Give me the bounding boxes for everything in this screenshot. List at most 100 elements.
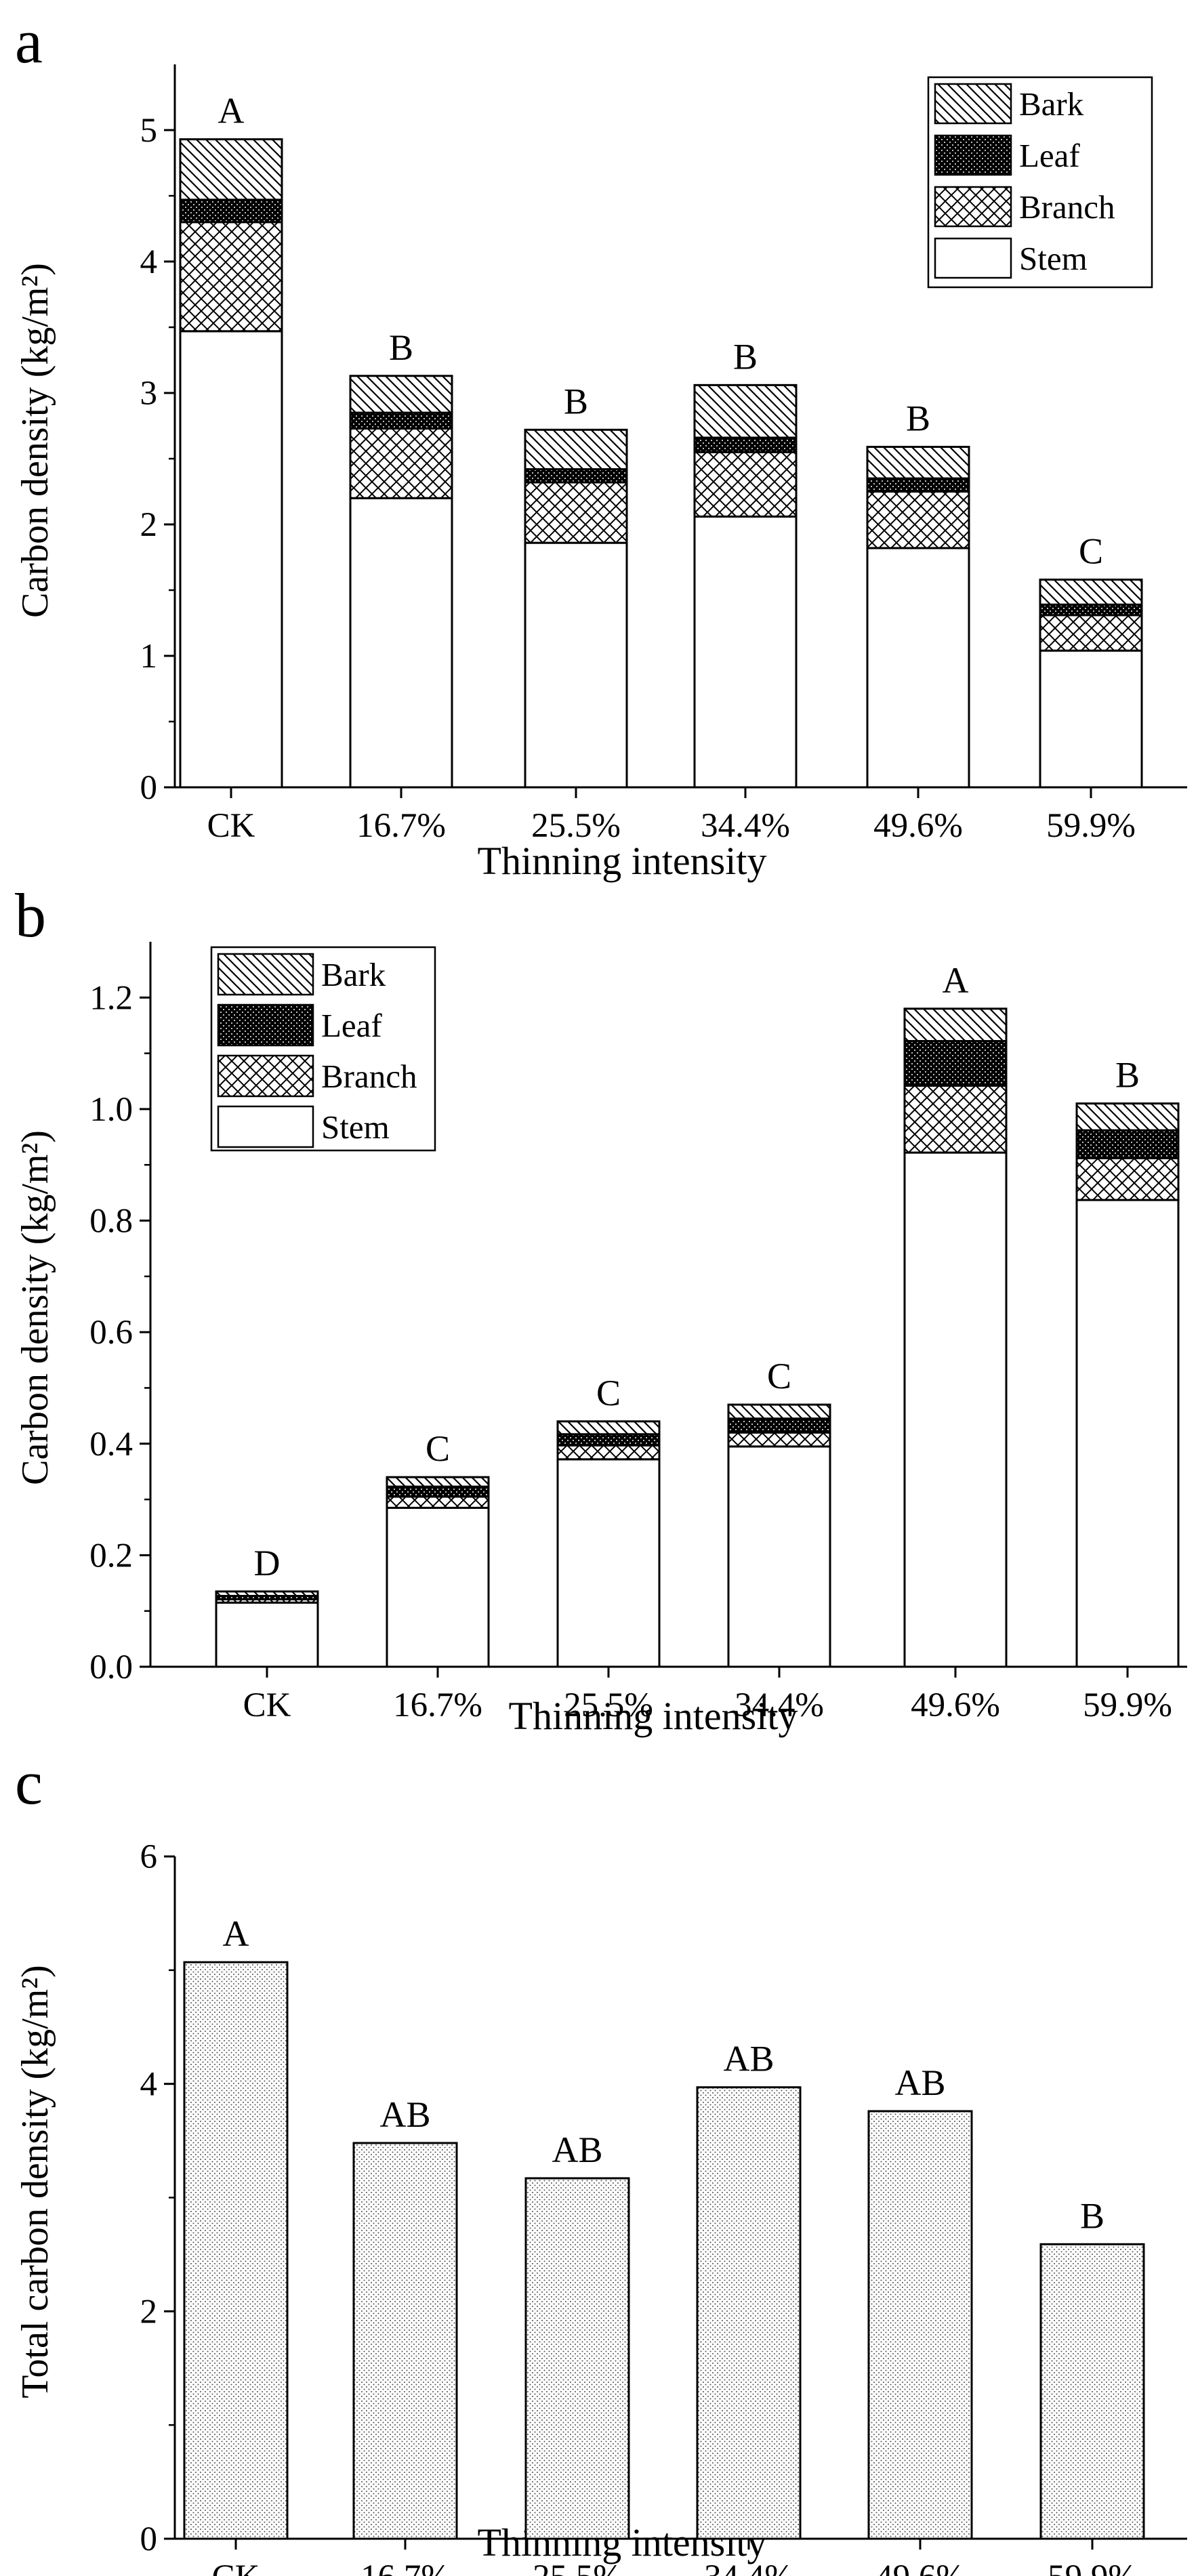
bar-34-4pct-branch <box>727 1431 831 1448</box>
bar-59-9pct-stem <box>1075 1199 1180 1668</box>
bar-ck-leaf <box>179 199 283 224</box>
significance-letter: AB <box>894 2062 945 2103</box>
significance-letter: A <box>223 1913 249 1954</box>
panel-b: b Carbon density (kg/m²) Thinning intens… <box>14 881 1187 1738</box>
x-tick-label: 25.5% <box>533 2558 622 2576</box>
y-tick-label: 1.2 <box>89 979 133 1017</box>
bar-16-7pct-bark <box>349 375 453 414</box>
bar-ck-branch <box>179 221 283 333</box>
x-tick-label: 34.4% <box>701 807 790 845</box>
legend-swatch-bark <box>217 953 314 996</box>
legend: Bark Leaf Branch Stem <box>210 946 436 1152</box>
bar-25-5pct-bark <box>556 1420 661 1436</box>
x-tick-label: 16.7% <box>360 2558 450 2576</box>
y-tick-label: 2 <box>140 506 158 544</box>
bar-49-6pct-bark <box>903 1007 1008 1043</box>
x-tick-label: 59.9% <box>1083 1686 1172 1724</box>
bar-16-7pct-leaf <box>386 1485 490 1498</box>
bar-16-7pct-leaf <box>349 411 453 430</box>
bar-25-5pct-leaf <box>524 468 628 484</box>
significance-letter: C <box>596 1373 621 1413</box>
bar-16-7pct-stem <box>349 497 453 789</box>
legend-label-bark: Bark <box>321 956 386 993</box>
y-tick-label: 3 <box>140 375 158 413</box>
bar-ck-stem <box>215 1601 319 1668</box>
bar-49-6pct-stem <box>903 1151 1008 1668</box>
bar-34-4pct-leaf <box>693 436 798 453</box>
significance-letter: AB <box>379 2094 430 2135</box>
legend-label-branch: Branch <box>1019 188 1115 226</box>
x-tick-label: 49.6% <box>873 807 963 845</box>
significance-letter: D <box>254 1543 281 1583</box>
significance-letter: B <box>564 381 588 421</box>
significance-letter: B <box>906 398 930 439</box>
bars <box>215 1007 1180 1668</box>
significance-letter: AB <box>723 2039 774 2079</box>
bar-49-6pct-leaf <box>903 1040 1008 1087</box>
bar-49-6pct-stem <box>866 547 970 789</box>
bar-ck-stem <box>179 330 283 789</box>
legend-swatch-branch <box>217 1054 314 1098</box>
bar-16-7pct-bark <box>386 1476 490 1488</box>
axes <box>173 64 1187 789</box>
bar-25-5pct-bark <box>524 428 628 471</box>
legend-swatch-branch <box>934 186 1012 228</box>
bar-34-4pct-bark <box>727 1403 831 1420</box>
bar-49-6pct-bark <box>866 446 970 480</box>
bar-25-5pct-stem <box>524 541 628 789</box>
bar-25-5pct-stem <box>556 1458 661 1668</box>
x-tick-label: 34.4% <box>735 1686 824 1724</box>
bar-25-5pct-total <box>524 2177 630 2540</box>
bar-59-9pct-bark <box>1039 578 1143 606</box>
y-tick-label: 1.0 <box>89 1091 133 1129</box>
bar-49-6pct-branch <box>866 491 970 549</box>
bar-25-5pct-branch <box>556 1444 661 1461</box>
bar-16-7pct-branch <box>349 427 453 499</box>
significance-letter: AB <box>552 2130 602 2170</box>
legend: Bark Leaf Branch Stem <box>927 76 1153 289</box>
x-tick-label: 59.9% <box>1046 807 1136 845</box>
y-tick-label: 0.0 <box>89 1648 133 1686</box>
bar-34-4pct-branch <box>693 451 798 518</box>
panel-c: c Total carbon density (kg/m²) Thinning … <box>14 1748 1187 2576</box>
significance-letter: B <box>733 336 758 377</box>
x-axis-label: Thinning intensity <box>478 839 767 883</box>
significance-letter: B <box>1115 1055 1140 1096</box>
significance-letter: B <box>1080 2195 1104 2236</box>
bar-59-9pct-leaf <box>1039 603 1143 617</box>
y-tick-label: 4 <box>140 2066 158 2104</box>
y-tick-label: 0.6 <box>89 1314 133 1352</box>
bars <box>179 138 1143 789</box>
x-tick-label: 49.6% <box>875 2558 965 2576</box>
bar-34-4pct-stem <box>693 515 798 789</box>
legend-label-bark: Bark <box>1019 85 1084 123</box>
y-tick-label: 4 <box>140 243 158 281</box>
bar-16-7pct-stem <box>386 1506 490 1668</box>
bar-25-5pct-branch <box>524 481 628 544</box>
legend-label-leaf: Leaf <box>1019 137 1080 174</box>
bar-25-5pct-leaf <box>556 1433 661 1447</box>
panel-letter-c: c <box>15 1748 43 1817</box>
panel-letter-b: b <box>15 881 46 950</box>
axes <box>149 942 1187 1668</box>
y-tick-label: 0 <box>140 769 158 807</box>
bar-49-6pct-total <box>867 2110 973 2540</box>
bar-ck-bark <box>215 1590 319 1597</box>
significance-letter: B <box>389 327 413 368</box>
legend-label-branch: Branch <box>321 1058 417 1095</box>
y-tick-label: 0 <box>140 2520 158 2558</box>
panel-a: a Carbon density (kg/m²) Thinning intens… <box>14 7 1187 883</box>
bar-59-9pct-bark <box>1075 1102 1180 1131</box>
x-tick-label: 16.7% <box>393 1686 482 1724</box>
ticks: CK 16.7% 25.5% 34.4% 49.6% 59.9% 0 1 2 3 4 5 <box>140 112 1136 845</box>
significance-letters: D C C C A B <box>254 960 1140 1583</box>
y-axis-label: Carbon density (kg/m²) <box>14 263 56 618</box>
bar-16-7pct-total <box>352 2142 458 2540</box>
bar-59-9pct-leaf <box>1075 1129 1180 1159</box>
legend-swatch-leaf <box>217 1003 314 1047</box>
y-tick-label: 2 <box>140 2293 158 2331</box>
legend-label-stem: Stem <box>1019 240 1088 277</box>
y-tick-label: 1 <box>140 638 158 676</box>
y-tick-label: 5 <box>140 112 158 150</box>
